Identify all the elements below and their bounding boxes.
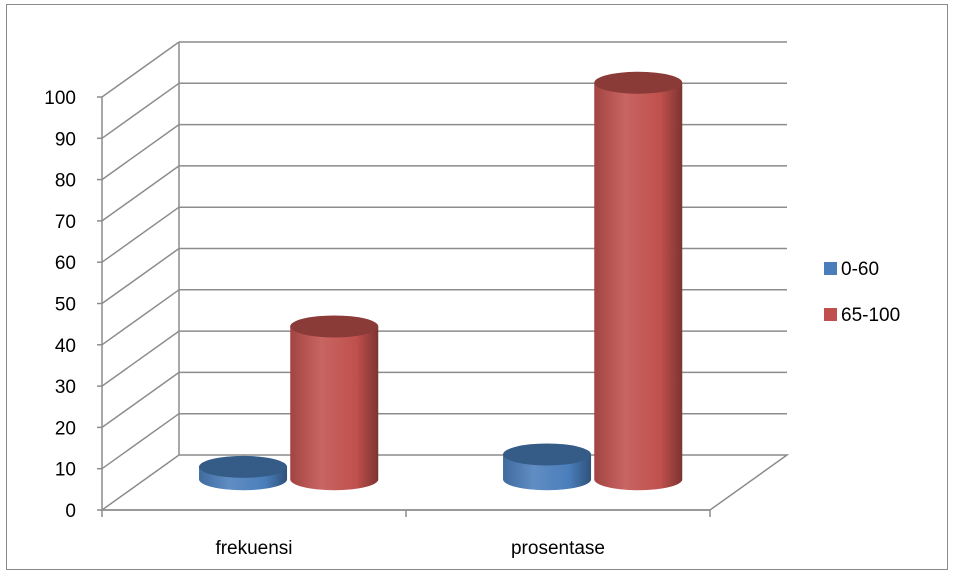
y-tick-label: 90 <box>55 129 76 150</box>
bar-0-60-prosentase <box>503 443 592 491</box>
gridline-depth <box>101 330 180 387</box>
bar-65-100-prosentase <box>594 71 683 491</box>
legend-swatch <box>824 308 837 321</box>
gridline-depth <box>101 247 180 305</box>
cylinder-top <box>594 71 683 94</box>
y-tick-label: 10 <box>55 460 76 481</box>
legend-label: 65-100 <box>841 305 900 326</box>
x-category-label: frekuensi <box>215 538 292 559</box>
cylinder-top <box>199 455 288 478</box>
gridline-depth <box>101 413 180 470</box>
y-tick-label: 100 <box>44 88 76 109</box>
gridline-depth <box>101 289 180 346</box>
gridline-depth <box>101 41 180 98</box>
bar-0-60-frekuensi <box>199 455 288 491</box>
cylinder-top <box>503 443 592 466</box>
cylinder-body <box>594 82 683 491</box>
x-category-label: prosentase <box>511 538 605 559</box>
gridline-depth <box>101 206 180 263</box>
y-tick-label: 0 <box>65 501 76 522</box>
y-tick-label: 80 <box>55 171 76 192</box>
y-tick-label: 40 <box>55 336 76 357</box>
y-tick-label: 60 <box>55 253 76 274</box>
gridline-depth <box>101 123 180 181</box>
gridline-depth <box>101 165 180 222</box>
cylinder-top <box>290 315 379 338</box>
y-tick-label: 30 <box>55 377 76 398</box>
chart-frame <box>6 4 948 570</box>
y-tick-label: 20 <box>55 418 76 439</box>
y-tick-label: 50 <box>55 295 76 316</box>
bar-65-100-frekuensi <box>290 315 379 491</box>
legend-label: 0-60 <box>841 259 879 280</box>
legend-swatch <box>824 262 837 275</box>
y-tick-label: 70 <box>55 212 76 233</box>
gridline-depth <box>101 82 180 139</box>
cylinder-body <box>290 326 379 491</box>
gridline-depth <box>101 371 180 429</box>
